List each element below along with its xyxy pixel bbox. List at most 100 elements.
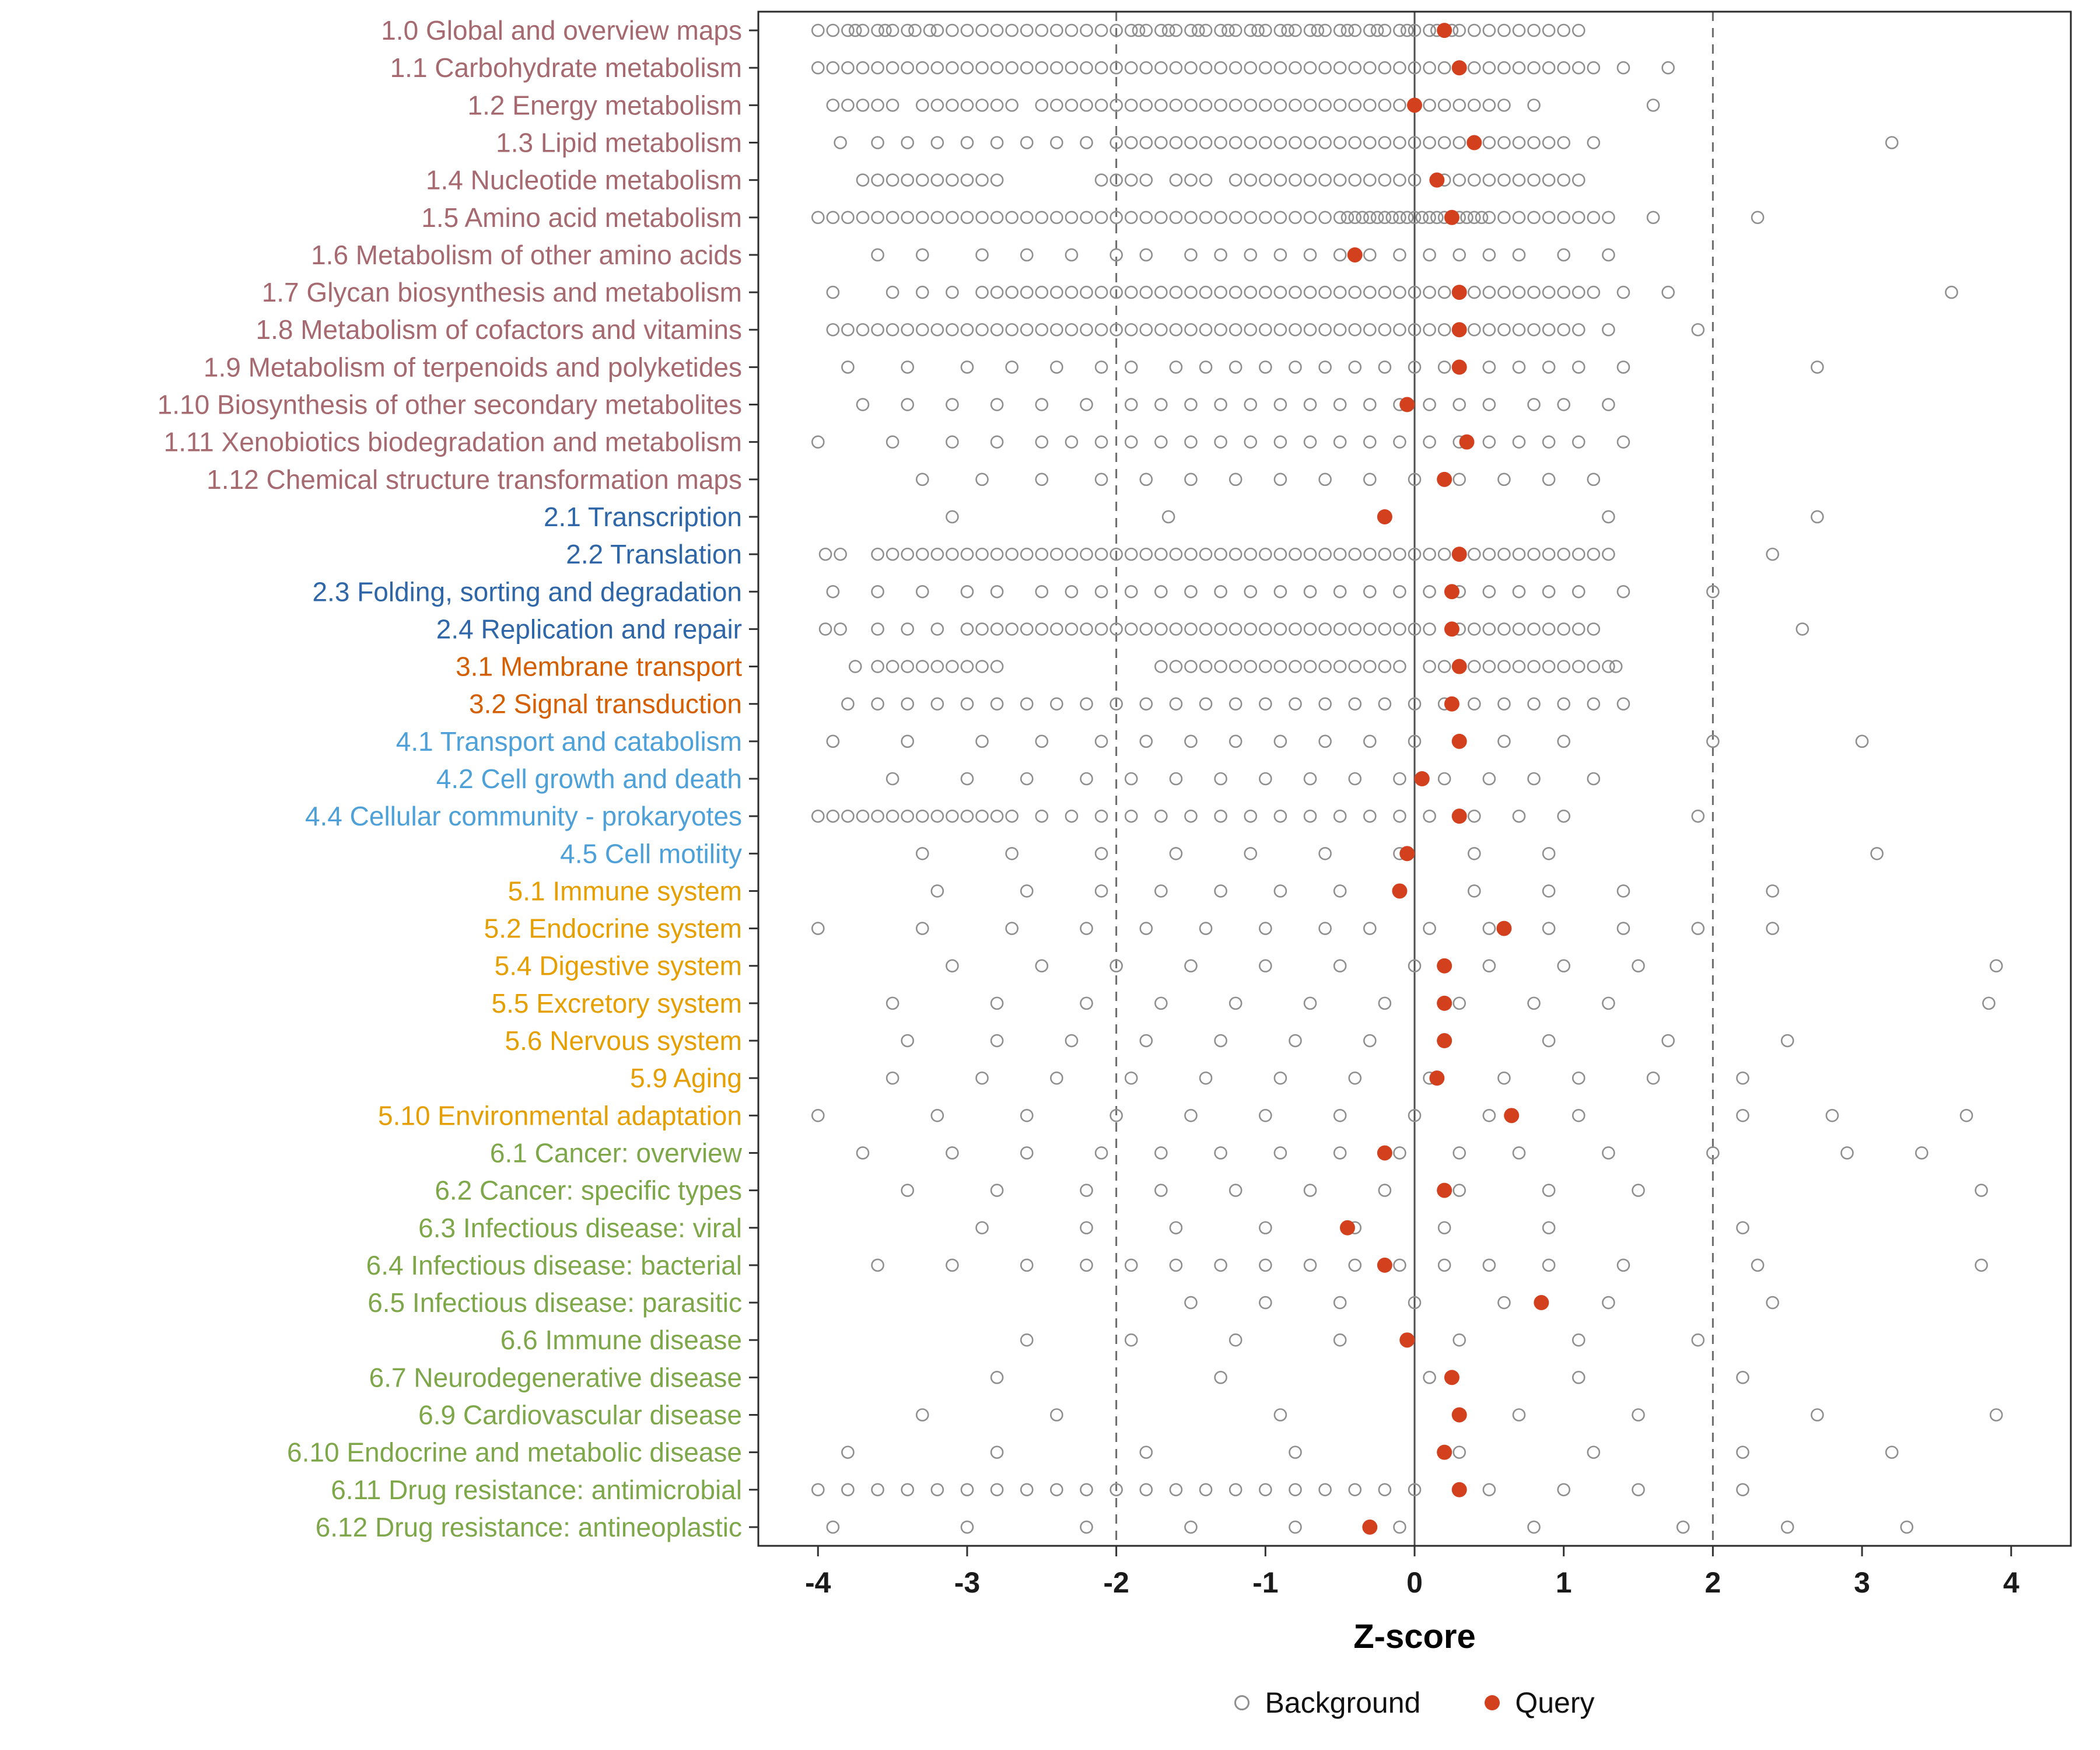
background-point bbox=[1333, 809, 1347, 823]
background-point bbox=[1363, 660, 1377, 673]
background-point bbox=[1512, 211, 1526, 225]
background-point bbox=[930, 660, 944, 673]
background-point bbox=[1467, 660, 1481, 673]
background-point bbox=[1780, 1520, 1794, 1534]
background-point bbox=[1766, 1296, 1779, 1310]
query-point bbox=[1444, 209, 1460, 225]
background-point bbox=[1437, 136, 1451, 149]
background-point bbox=[1303, 584, 1317, 598]
query-points bbox=[1339, 23, 1549, 1535]
background-point bbox=[1273, 473, 1287, 487]
query-point bbox=[1466, 135, 1482, 150]
background-point bbox=[1154, 99, 1168, 112]
background-point bbox=[1587, 61, 1601, 75]
background-point bbox=[1303, 435, 1317, 449]
background-point bbox=[1363, 398, 1377, 411]
background-point bbox=[1273, 398, 1287, 411]
background-point bbox=[1572, 1109, 1586, 1122]
background-point bbox=[871, 809, 884, 823]
background-point bbox=[1169, 660, 1183, 673]
background-point bbox=[1110, 959, 1123, 973]
background-point bbox=[1497, 1071, 1511, 1085]
background-point bbox=[1408, 360, 1422, 374]
background-point bbox=[1437, 360, 1451, 374]
background-point bbox=[1020, 23, 1034, 37]
background-point bbox=[1050, 285, 1063, 299]
background-point bbox=[1811, 360, 1824, 374]
x-tick-label: -4 bbox=[805, 1566, 831, 1599]
background-point bbox=[1572, 622, 1586, 636]
background-point bbox=[1080, 1483, 1093, 1497]
background-point bbox=[1303, 61, 1317, 75]
background-point bbox=[1244, 323, 1258, 337]
background-point bbox=[1318, 323, 1332, 337]
background-point bbox=[1035, 473, 1049, 487]
query-point bbox=[1362, 1519, 1378, 1535]
background-point bbox=[1080, 99, 1093, 112]
background-point bbox=[1318, 660, 1332, 673]
query-point bbox=[1399, 846, 1415, 862]
background-point bbox=[1587, 772, 1601, 786]
background-point bbox=[1542, 323, 1556, 337]
background-point bbox=[960, 173, 974, 187]
background-point bbox=[1393, 660, 1406, 673]
background-point bbox=[1124, 323, 1138, 337]
background-point bbox=[811, 435, 825, 449]
background-point bbox=[1378, 697, 1392, 711]
background-point bbox=[1408, 136, 1422, 149]
background-point bbox=[1602, 660, 1615, 673]
background-point bbox=[1080, 996, 1093, 1010]
background-point bbox=[1572, 173, 1586, 187]
query-point bbox=[1451, 733, 1467, 749]
background-point bbox=[930, 23, 944, 37]
background-point bbox=[811, 211, 825, 225]
background-point bbox=[1423, 61, 1436, 75]
background-point bbox=[841, 697, 855, 711]
background-point bbox=[1497, 23, 1511, 37]
background-point bbox=[1303, 772, 1317, 786]
category-label: 6.12 Drug resistance: antineoplastic bbox=[316, 1512, 742, 1542]
background-point bbox=[960, 1483, 974, 1497]
background-point bbox=[1094, 846, 1108, 860]
background-point bbox=[1065, 211, 1079, 225]
background-point bbox=[1437, 660, 1451, 673]
background-point bbox=[901, 1483, 914, 1497]
background-point bbox=[1154, 1184, 1168, 1197]
background-point bbox=[960, 697, 974, 711]
background-point bbox=[1527, 398, 1541, 411]
background-point bbox=[1751, 211, 1765, 225]
background-point bbox=[1676, 1520, 1690, 1534]
background-point bbox=[1393, 248, 1406, 262]
background-point bbox=[1616, 435, 1630, 449]
background-point bbox=[1393, 23, 1406, 37]
background-point bbox=[1303, 248, 1317, 262]
background-point bbox=[1542, 61, 1556, 75]
background-point bbox=[1437, 323, 1451, 337]
background-point bbox=[1154, 211, 1168, 225]
background-point bbox=[1214, 1258, 1227, 1272]
background-point bbox=[886, 809, 900, 823]
background-point bbox=[1542, 1184, 1556, 1197]
background-point bbox=[1363, 99, 1377, 112]
background-point bbox=[1228, 622, 1242, 636]
background-point bbox=[1065, 99, 1079, 112]
query-point bbox=[1399, 1332, 1415, 1348]
background-point bbox=[1050, 697, 1063, 711]
query-point bbox=[1534, 1295, 1549, 1311]
background-point bbox=[1094, 285, 1108, 299]
background-point bbox=[975, 473, 989, 487]
background-point bbox=[1467, 61, 1481, 75]
background-point bbox=[1289, 622, 1302, 636]
background-point bbox=[1467, 173, 1481, 187]
background-point bbox=[1542, 211, 1556, 225]
category-label: 1.8 Metabolism of cofactors and vitamins bbox=[256, 314, 742, 345]
background-point bbox=[1214, 136, 1227, 149]
background-point bbox=[1497, 99, 1511, 112]
background-point bbox=[930, 697, 944, 711]
query-point bbox=[1496, 921, 1512, 936]
background-point bbox=[1318, 1483, 1332, 1497]
background-point bbox=[960, 211, 974, 225]
background-point bbox=[1020, 1146, 1034, 1160]
background-point bbox=[1587, 285, 1601, 299]
category-label: 1.9 Metabolism of terpenoids and polyket… bbox=[204, 352, 742, 382]
